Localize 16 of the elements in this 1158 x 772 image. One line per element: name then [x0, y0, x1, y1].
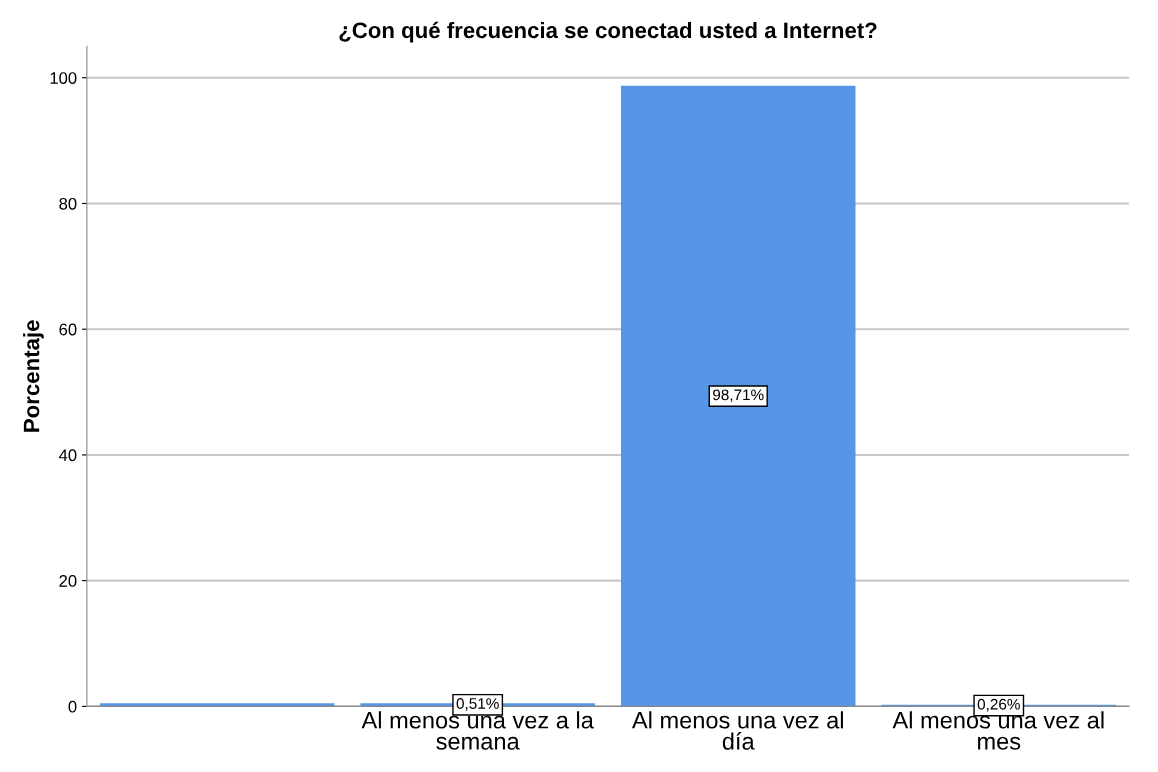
bar [620, 85, 856, 707]
y-tick-label: 80 [59, 197, 77, 210]
y-tick-label: 60 [59, 323, 77, 336]
bar [99, 703, 335, 707]
x-tick-label: Al menos una vez al día [631, 711, 843, 750]
y-tick-label: 0 [68, 700, 77, 713]
data-label: 98,71% [713, 389, 764, 403]
y-tick-label: 20 [59, 575, 77, 587]
chart-title: ¿Con qué frecuencia se conectad usted a Internet? [339, 21, 877, 43]
y-tick-label: 100 [50, 72, 77, 84]
data-label: 0,51% [456, 698, 499, 711]
y-tick-label: 40 [58, 449, 77, 462]
x-tick-label: Al menos una vez al mes [892, 711, 1104, 750]
x-tick-label: Al menos una vez a la semana [361, 711, 594, 750]
data-label: 0,26% [977, 698, 1020, 712]
y-axis-title: Porcentaje [23, 320, 44, 432]
